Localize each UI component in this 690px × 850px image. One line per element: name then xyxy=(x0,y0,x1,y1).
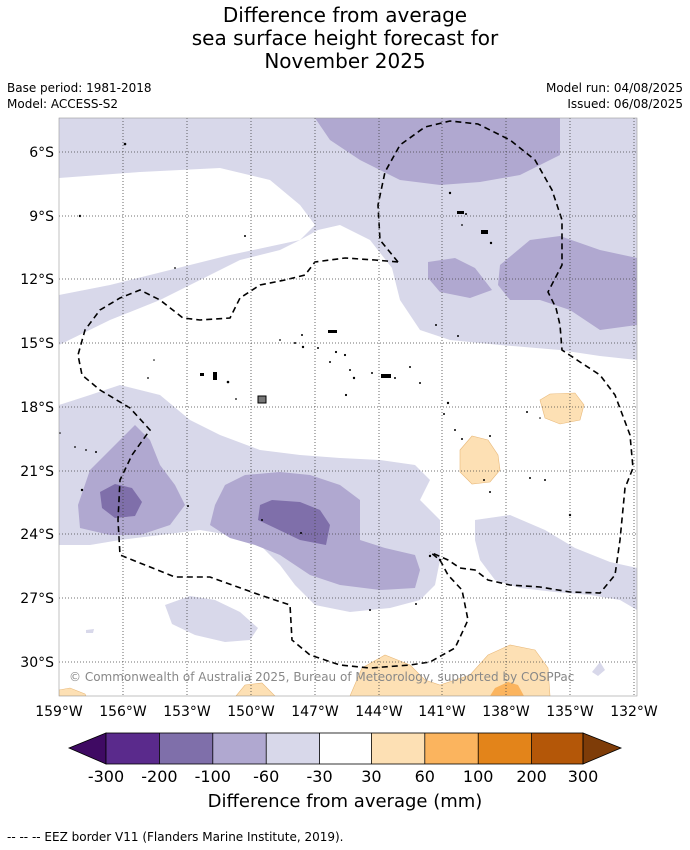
lon-tick: 150°W xyxy=(227,704,275,720)
colorbar-high-arrow xyxy=(582,732,623,765)
colorbar-tick: 60 xyxy=(415,767,435,786)
lon-tick: 141°W xyxy=(418,704,466,720)
lon-tick: 132°W xyxy=(610,704,658,720)
base-period: Base period: 1981-2018 xyxy=(7,81,152,95)
title-line-3: November 2025 xyxy=(264,49,426,73)
lat-tick: 15°S xyxy=(20,336,54,352)
model-run: Model run: 04/08/2025 xyxy=(545,81,683,95)
colorbar-tick: -100 xyxy=(195,767,231,786)
lat-tick-labels: 6°S 9°S 12°S 15°S 18°S 21°S 24°S 27°S 30… xyxy=(20,145,54,671)
colorbar-tick: 300 xyxy=(568,767,599,786)
lat-tick: 27°S xyxy=(20,591,54,607)
colorbar-tick: -60 xyxy=(253,767,279,786)
meta-right: Model run: 04/08/2025 Issued: 06/08/2025 xyxy=(546,80,683,112)
lon-tick: 138°W xyxy=(482,704,530,720)
colorbar-frame xyxy=(105,732,584,765)
lon-tick: 153°W xyxy=(163,704,211,720)
lon-tick: 159°W xyxy=(35,704,83,720)
lat-tick: 24°S xyxy=(20,527,54,543)
colorbar-swatch xyxy=(106,733,160,764)
colorbar-swatch xyxy=(159,733,213,764)
lon-tick: 156°W xyxy=(99,704,147,720)
lon-tick: 144°W xyxy=(355,704,403,720)
title-line-2: sea surface height forecast for xyxy=(191,26,499,50)
lon-tick-labels: 159°W 156°W 153°W 150°W 147°W 144°W 141°… xyxy=(35,704,658,720)
colorbar-separators xyxy=(158,733,532,764)
lat-tick: 18°S xyxy=(20,400,54,416)
colorbar-swatch xyxy=(478,733,532,764)
colorbar-swatch xyxy=(371,733,425,764)
colorbar-tick: 100 xyxy=(463,767,494,786)
model-name: Model: ACCESS-S2 xyxy=(7,97,119,111)
colorbar-tick: 200 xyxy=(516,767,547,786)
chart-title: Difference from average sea surface heig… xyxy=(0,4,690,73)
meta-left: Base period: 1981-2018 Model: ACCESS-S2 xyxy=(7,80,152,112)
lat-tick: 12°S xyxy=(20,272,54,288)
colorbar-swatch xyxy=(531,733,583,764)
copyright-text: © Commonwealth of Australia 2025, Bureau… xyxy=(69,670,574,684)
colorbar-low-arrow xyxy=(67,732,107,765)
colorbar-tick: -300 xyxy=(88,767,124,786)
colorbar-tick: 30 xyxy=(361,767,381,786)
colorbar-tick: -200 xyxy=(141,767,177,786)
eez-borders xyxy=(77,120,634,669)
eez-legend-note: -- -- -- EEZ border V11 (Flanders Marine… xyxy=(7,830,344,844)
title-line-1: Difference from average xyxy=(222,3,468,27)
colorbar-swatch xyxy=(319,733,372,764)
lon-tick: 135°W xyxy=(546,704,594,720)
colorbar-swatch xyxy=(212,733,267,764)
lat-tick: 21°S xyxy=(20,464,54,480)
island-markers xyxy=(59,142,572,611)
colorbar-swatch xyxy=(266,733,320,764)
lat-tick: 6°S xyxy=(29,145,54,161)
gridlines xyxy=(59,118,637,696)
colorbar-label: Difference from average (mm) xyxy=(207,791,483,812)
issued-date: Issued: 06/08/2025 xyxy=(567,97,683,111)
lat-tick: 9°S xyxy=(29,209,54,225)
colorbar-swatch xyxy=(424,733,479,764)
colorbar-tick: -30 xyxy=(307,767,333,786)
colorbar-tick-labels: -300 -200 -100 -60 -30 30 60 100 200 300 xyxy=(88,767,598,786)
lon-tick: 147°W xyxy=(291,704,339,720)
lat-tick: 30°S xyxy=(20,655,54,671)
colorbar: -300 -200 -100 -60 -30 30 60 100 200 300 xyxy=(67,732,623,786)
map-frame xyxy=(58,117,638,697)
